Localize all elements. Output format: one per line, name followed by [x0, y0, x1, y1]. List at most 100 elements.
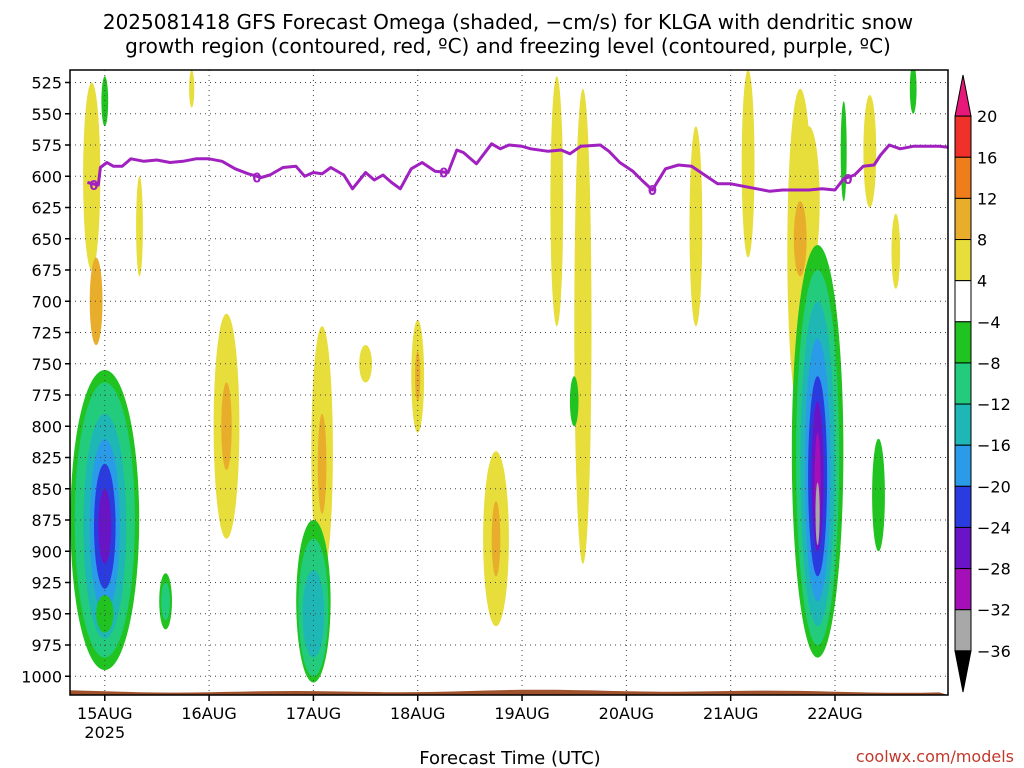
plot-frame	[69, 69, 949, 696]
omega-region-45	[891, 213, 901, 289]
omega-region-26	[574, 88, 592, 564]
colorbar-swatch-9	[954, 444, 972, 487]
x-axis-title: Forecast Time (UTC)	[419, 748, 600, 768]
colorbar-swatch-10	[954, 485, 972, 528]
freezing-level-label-4: 0	[843, 173, 852, 188]
plot-area: 0 0 0 0 0	[69, 69, 1022, 696]
colorbar-swatch-5	[954, 280, 972, 323]
omega-region-31	[863, 95, 877, 208]
grid-lines	[70, 70, 948, 695]
y-axis: 525 550 575 600 625 650 675 700 725 750 775 800 825 8…	[21, 74, 70, 686]
omega-region-1	[89, 257, 103, 346]
colorbar-label-0: 20	[977, 107, 997, 126]
colorbar-label-1: 16	[977, 148, 997, 167]
colorbar-swatch-13	[954, 609, 972, 652]
omega-region-6	[189, 70, 195, 108]
colorbar-label-11: −28	[977, 560, 1011, 579]
omega-region-29	[741, 70, 755, 258]
colorbar: 20 16 12 8 4 −4 −8 −12 −16 −20 −24 −28 −32 −36	[954, 74, 1011, 693]
colorbar-label-2: 12	[977, 189, 997, 208]
omega-region-52	[96, 595, 114, 633]
terrain	[70, 689, 948, 695]
y-tick-label-6: 675	[31, 261, 62, 280]
y-tick-label-11: 800	[31, 417, 62, 436]
colorbar-swatch-2	[954, 156, 972, 199]
y-tick-label-9: 750	[31, 355, 62, 374]
omega-region-2	[136, 176, 143, 277]
freezing-level-label-1: 0	[252, 172, 261, 187]
colorbar-label-5: −4	[977, 313, 1001, 332]
colorbar-swatch-11	[954, 526, 972, 570]
omega-region-42	[872, 438, 885, 552]
x-tick-label-3: 18AUG	[390, 704, 445, 723]
omega-region-24	[491, 501, 501, 577]
omega-region-43	[909, 70, 917, 114]
colorbar-swatch-1	[954, 115, 972, 158]
x-tick-label-6: 21AUG	[703, 704, 758, 723]
colorbar-label-10: −24	[977, 518, 1011, 537]
colorbar-label-6: −8	[977, 354, 1001, 373]
colorbar-swatch-4	[954, 239, 972, 282]
y-tick-label-14: 875	[31, 511, 62, 530]
y-tick-label-15: 900	[31, 542, 62, 561]
omega-region-0	[83, 82, 101, 271]
x-tick-label-0: 15AUG	[77, 704, 132, 723]
y-tick-label-5: 650	[31, 230, 62, 249]
omega-region-41	[815, 482, 820, 546]
y-tick-label-19: 1000	[21, 667, 62, 686]
omega-region-20	[302, 570, 325, 658]
omega-region-22	[415, 351, 421, 402]
y-tick-label-2: 575	[31, 136, 62, 155]
chart-subtitle: growth region (contoured, red, ºC) and f…	[125, 34, 891, 58]
freezing-level-label-0: 0	[89, 179, 98, 194]
omega-region-48	[1013, 83, 1022, 171]
y-tick-label-18: 975	[31, 636, 62, 655]
freezing-level-series: 0 0 0 0 0	[87, 142, 948, 199]
colorbar-swatch-6	[954, 321, 972, 364]
colorbar-label-7: −12	[977, 395, 1011, 414]
y-tick-label-12: 825	[31, 449, 62, 468]
terrain-band	[70, 689, 948, 695]
y-tick-label-16: 925	[31, 574, 62, 593]
colorbar-cap-bottom	[954, 650, 972, 693]
x-tick-label-5: 20AUG	[599, 704, 654, 723]
colorbar-swatch-12	[954, 568, 972, 611]
x-tick-label-1: 16AUG	[181, 704, 236, 723]
freezing-level-label-3: 0	[648, 184, 657, 199]
colorbar-label-13: −36	[977, 642, 1011, 661]
colorbar-label-12: −32	[977, 601, 1011, 620]
colorbar-cap-top	[954, 74, 972, 117]
omega-region-27	[569, 376, 579, 427]
colorbar-swatch-8	[954, 403, 972, 446]
y-tick-label-7: 700	[31, 292, 62, 311]
omega-region-14	[161, 582, 170, 621]
x-tick-label-4: 19AUG	[494, 704, 549, 723]
y-tick-label-8: 725	[31, 324, 62, 343]
credit-text: coolwx.com/models	[856, 747, 1014, 766]
y-tick-label-0: 525	[31, 74, 62, 93]
y-tick-label-4: 625	[31, 199, 62, 218]
omega-region-12	[98, 488, 112, 564]
colorbar-label-4: 4	[977, 272, 987, 291]
y-tick-label-13: 850	[31, 480, 62, 499]
omega-region-25	[550, 76, 564, 327]
omega-region-28	[689, 126, 703, 327]
colorbar-label-9: −20	[977, 477, 1011, 496]
y-tick-label-10: 775	[31, 386, 62, 405]
colorbar-swatch-7	[954, 362, 972, 405]
colorbar-swatch-3	[954, 197, 972, 241]
freezing-level-label-2: 0	[439, 167, 448, 182]
omega-region-16	[317, 413, 327, 514]
x-tick-label-2: 17AUG	[286, 704, 341, 723]
y-tick-label-17: 950	[31, 605, 62, 624]
colorbar-label-3: 8	[977, 231, 987, 250]
y-tick-label-1: 550	[31, 105, 62, 124]
freezing-level-line	[87, 142, 948, 193]
y-tick-label-3: 600	[31, 167, 62, 186]
colorbar-label-8: −16	[977, 436, 1011, 455]
x-axis: 15AUG 16AUG 17AUG 18AUG 19AUG 20AUG 21AUG 22AUG…	[77, 695, 863, 742]
x-tick-label-7: 22AUG	[807, 704, 862, 723]
chart-title: 2025081418 GFS Forecast Omega (shaded, −…	[103, 10, 913, 34]
omega-region-4	[221, 382, 232, 471]
